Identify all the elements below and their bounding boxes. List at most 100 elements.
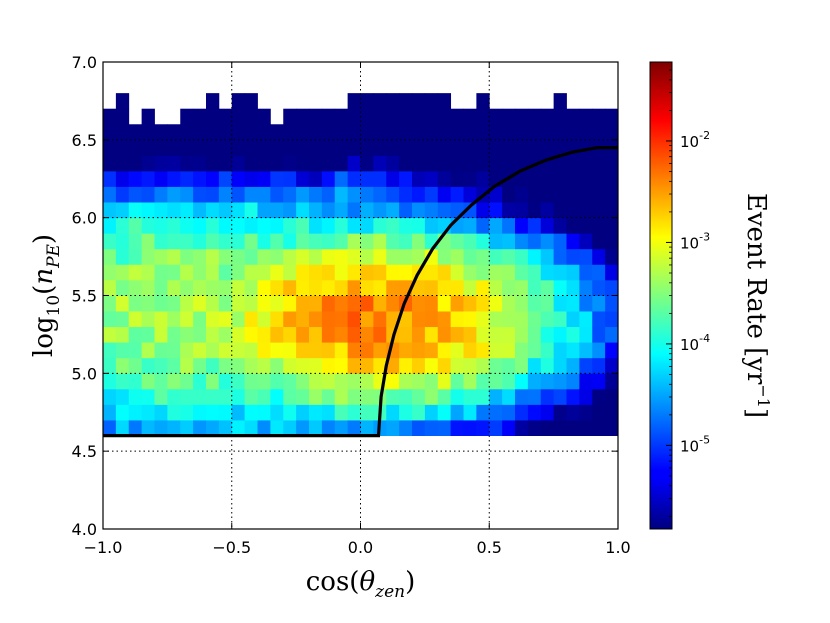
heatmap-cell <box>309 248 323 265</box>
heatmap-cell <box>128 279 143 296</box>
heatmap-cell <box>527 217 542 234</box>
heatmap-cell <box>218 186 233 203</box>
heatmap-cell <box>334 155 349 172</box>
heatmap-cell <box>605 202 619 219</box>
heatmap-cell <box>128 202 143 219</box>
heatmap-cell <box>257 342 271 359</box>
heatmap-cell <box>463 124 477 141</box>
heatmap-cell <box>103 420 117 436</box>
heatmap-cell <box>231 420 246 436</box>
heatmap-cell <box>167 342 181 359</box>
heatmap-cell <box>206 202 220 219</box>
heatmap-cell <box>141 186 155 203</box>
heatmap-cell <box>360 202 374 219</box>
heatmap-cell <box>424 186 439 203</box>
heatmap-cell <box>566 326 580 343</box>
heatmap-cell <box>231 248 246 265</box>
heatmap-cell <box>360 388 374 405</box>
heatmap-cell <box>347 108 361 125</box>
heatmap-cell <box>128 217 143 234</box>
y-axis-label: log10(nPE) <box>29 234 64 357</box>
heatmap-cell <box>231 186 246 203</box>
heatmap-cell <box>386 233 400 250</box>
heatmap-cell <box>270 233 284 250</box>
heatmap-cell <box>115 155 130 172</box>
heatmap-cell <box>553 170 567 187</box>
heatmap-cell <box>527 248 542 265</box>
heatmap-cell <box>450 420 464 436</box>
heatmap-cell <box>283 295 297 312</box>
heatmap-cell <box>103 108 117 125</box>
heatmap-cell <box>360 186 374 203</box>
heatmap-cell <box>193 420 207 436</box>
heatmap-cell <box>103 170 117 187</box>
heatmap-cell <box>463 202 477 219</box>
heatmap-cell <box>257 279 271 296</box>
heatmap-cell <box>244 233 258 250</box>
heatmap-cell <box>206 186 220 203</box>
heatmap-cell <box>424 233 439 250</box>
heatmap-cell <box>412 139 426 156</box>
heatmap-cell <box>115 357 130 374</box>
heatmap-cell <box>463 248 477 265</box>
heatmap-cell <box>502 139 516 156</box>
heatmap-cell <box>115 93 130 110</box>
heatmap-cell <box>141 233 155 250</box>
heatmap-cell <box>270 155 284 172</box>
heatmap-cell <box>141 155 155 172</box>
heatmap-cell <box>540 233 555 250</box>
heatmap-cell <box>180 342 194 359</box>
heatmap-cell <box>579 264 593 281</box>
heatmap-cell <box>399 404 413 421</box>
heatmap-cell <box>605 326 619 343</box>
heatmap-cell <box>141 342 155 359</box>
heatmap-cell <box>180 124 194 141</box>
heatmap-cell <box>244 217 258 234</box>
heatmap-cell <box>502 155 516 172</box>
heatmap-cell <box>321 108 336 125</box>
heatmap-cell <box>103 279 117 296</box>
heatmap-cell <box>489 202 503 219</box>
heatmap-cell <box>309 139 323 156</box>
heatmap-cell <box>527 357 542 374</box>
heatmap-cell <box>321 388 336 405</box>
heatmap-cell <box>540 311 555 328</box>
heatmap-cell <box>502 357 516 374</box>
heatmap-cell <box>206 357 220 374</box>
heatmap-cell <box>296 139 310 156</box>
heatmap-cell <box>412 248 426 265</box>
heatmap-cell <box>180 202 194 219</box>
heatmap-cell <box>399 373 413 390</box>
heatmap-cell <box>283 170 297 187</box>
heatmap-cell <box>206 155 220 172</box>
heatmap-cell <box>360 155 374 172</box>
heatmap-cell <box>347 170 361 187</box>
heatmap-cell <box>193 170 207 187</box>
heatmap-cell <box>128 248 143 265</box>
heatmap-cell <box>566 170 580 187</box>
heatmap-cell <box>180 108 194 125</box>
heatmap-cell <box>270 124 284 141</box>
heatmap-cell <box>309 342 323 359</box>
heatmap-cell <box>515 373 529 390</box>
heatmap-cell <box>489 404 503 421</box>
heatmap-cell <box>193 124 207 141</box>
heatmap-cell <box>566 404 580 421</box>
heatmap-cell <box>373 295 387 312</box>
heatmap-cell <box>193 373 207 390</box>
heatmap-cell <box>437 108 452 125</box>
heatmap-cell <box>309 357 323 374</box>
x-axis-ticks: −1.0 −0.5 0.0 0.5 1.0 <box>84 62 631 557</box>
heatmap-cell <box>231 373 246 390</box>
heatmap-cell <box>527 170 542 187</box>
heatmap-cell <box>257 217 271 234</box>
heatmap-cell <box>502 311 516 328</box>
heatmap-cell <box>399 155 413 172</box>
heatmap-cell <box>540 217 555 234</box>
heatmap-cell <box>218 295 233 312</box>
heatmap-cell <box>463 186 477 203</box>
heatmap-cell <box>206 139 220 156</box>
colorbar-tick-label: 10-3 <box>680 230 710 252</box>
heatmap-cell <box>437 124 452 141</box>
heatmap-cell <box>476 155 490 172</box>
